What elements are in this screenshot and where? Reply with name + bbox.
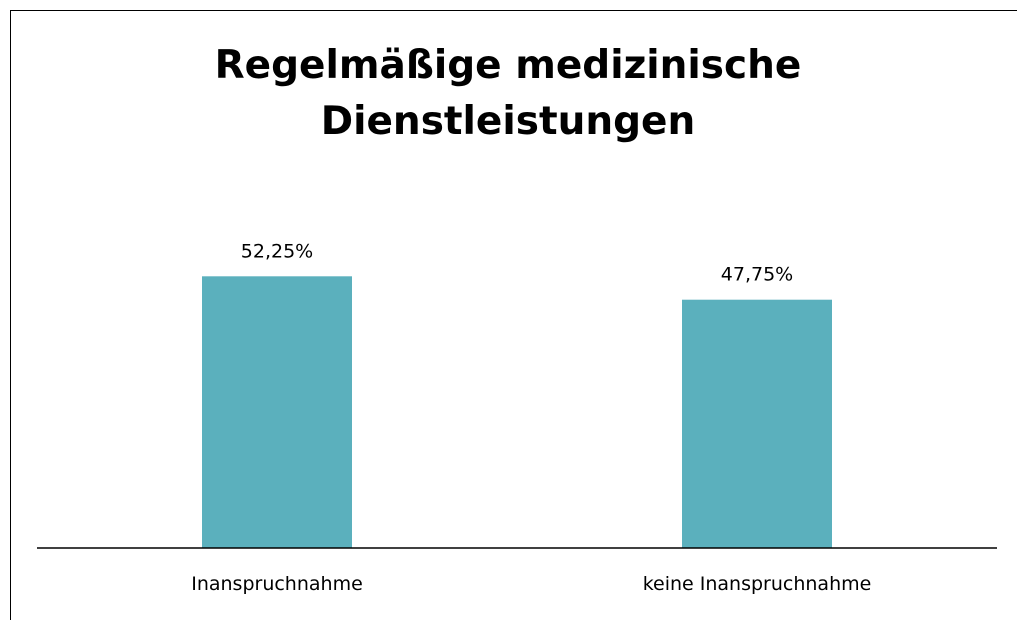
chart-frame bbox=[10, 10, 1017, 620]
data-label: 52,25% bbox=[241, 240, 313, 262]
bar bbox=[202, 276, 352, 548]
chart-title: Regelmäßige medizinische Dienstleistunge… bbox=[214, 43, 802, 144]
x-tick-label: Inanspruchnahme bbox=[191, 573, 363, 595]
x-tick-label: keine Inanspruchnahme bbox=[643, 573, 872, 595]
data-label: 47,75% bbox=[721, 264, 793, 286]
bar bbox=[682, 299, 832, 548]
